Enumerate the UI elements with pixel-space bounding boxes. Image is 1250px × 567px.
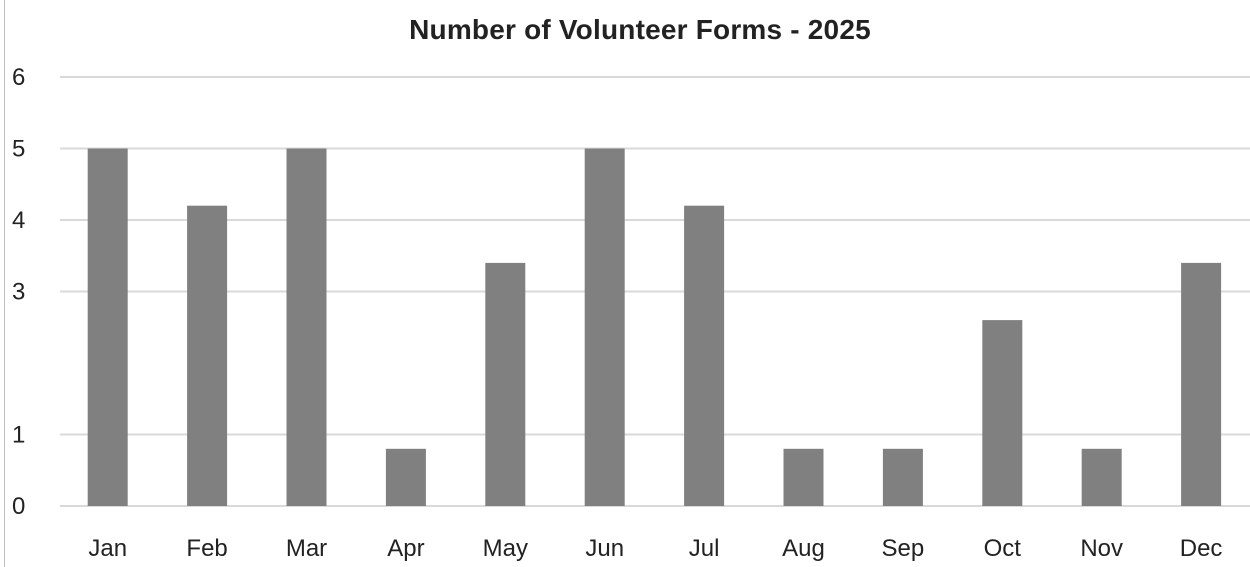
y-axis-ticks: 0 1 3 4 5 6 xyxy=(12,64,25,520)
y-tick-label: 3 xyxy=(12,279,25,306)
gridlines xyxy=(60,76,1250,507)
bar-feb xyxy=(187,205,228,506)
x-tick-label-jun: Jun xyxy=(585,535,624,562)
bar-jun xyxy=(584,148,625,506)
bar-nov xyxy=(1081,448,1122,506)
x-axis-ticks: Jan Feb Mar Apr May Jun Jul Aug Sep Oct Nov Dec xyxy=(88,535,1222,562)
y-tick-label: 5 xyxy=(12,136,25,163)
bar-dec xyxy=(1181,262,1222,506)
bar-oct xyxy=(982,320,1023,506)
x-tick-label-apr: Apr xyxy=(387,535,424,562)
bar-apr xyxy=(385,448,426,506)
x-tick-label-nov: Nov xyxy=(1080,535,1123,562)
x-tick-label-oct: Oct xyxy=(984,535,1022,562)
bar-mar xyxy=(286,148,327,506)
bar-may xyxy=(485,262,526,506)
x-tick-label-feb: Feb xyxy=(186,535,227,562)
x-tick-label-aug: Aug xyxy=(782,535,825,562)
x-tick-label-may: May xyxy=(483,535,528,562)
chart-left-border xyxy=(4,0,5,567)
x-tick-label-dec: Dec xyxy=(1180,535,1223,562)
y-tick-label: 6 xyxy=(12,64,25,91)
y-tick-label: 1 xyxy=(12,422,25,449)
bar-jan xyxy=(87,148,128,506)
y-tick-label: 0 xyxy=(12,493,25,520)
bar-sep xyxy=(882,448,923,506)
x-tick-label-sep: Sep xyxy=(882,535,925,562)
x-tick-label-jan: Jan xyxy=(88,535,127,562)
chart-title: Number of Volunteer Forms - 2025 xyxy=(409,14,871,45)
bar-jul xyxy=(684,205,725,506)
x-tick-label-jul: Jul xyxy=(689,535,720,562)
bar-aug xyxy=(783,448,824,506)
bars xyxy=(87,148,1222,506)
y-tick-label: 4 xyxy=(12,207,25,234)
x-tick-label-mar: Mar xyxy=(286,535,327,562)
